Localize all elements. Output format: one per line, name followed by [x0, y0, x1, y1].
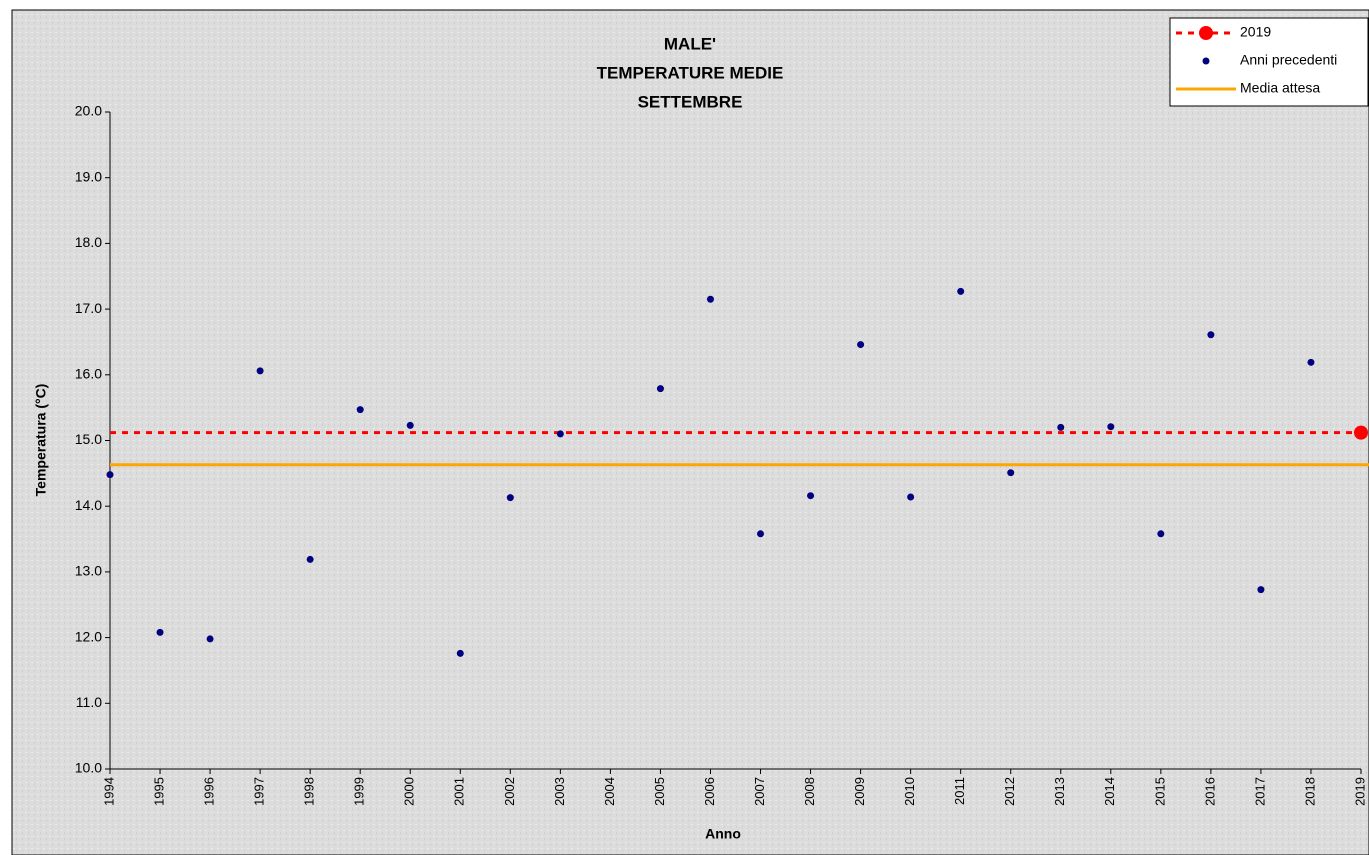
- x-tick-label: 1998: [302, 777, 317, 806]
- y-tick-label: 19.0: [75, 168, 102, 184]
- x-tick-label: 2013: [1052, 777, 1067, 806]
- point: [406, 421, 414, 429]
- x-tick-label: 2018: [1302, 777, 1317, 806]
- y-tick-label: 14.0: [75, 497, 102, 513]
- legend-label: 2019: [1240, 24, 1271, 40]
- y-tick-label: 18.0: [75, 234, 102, 250]
- point: [857, 341, 865, 349]
- y-tick-label: 17.0: [75, 300, 102, 316]
- point: [1007, 469, 1015, 477]
- legend-swatch: [1199, 26, 1213, 40]
- point: [656, 385, 664, 393]
- x-tick-label: 1995: [151, 777, 166, 806]
- legend-swatch: [1202, 57, 1210, 65]
- point: [1207, 331, 1215, 339]
- point: [456, 649, 464, 657]
- x-tick-label: 2007: [752, 777, 767, 806]
- y-tick-label: 20.0: [75, 103, 102, 119]
- point: [957, 287, 965, 295]
- y-tick-label: 10.0: [75, 760, 102, 776]
- y-tick-label: 16.0: [75, 366, 102, 382]
- chart-title: TEMPERATURE MEDIE: [597, 63, 784, 82]
- x-tick-label: 2003: [552, 777, 567, 806]
- legend-label: Anni precedenti: [1240, 52, 1337, 68]
- point: [156, 628, 164, 636]
- point: [757, 530, 765, 538]
- legend-label: Media attesa: [1240, 80, 1320, 96]
- x-tick-label: 1996: [202, 777, 217, 806]
- point: [1107, 423, 1115, 431]
- y-axis-label: Temperatura (°C): [33, 384, 49, 497]
- y-tick-label: 12.0: [75, 628, 102, 644]
- point: [1057, 423, 1065, 431]
- point: [556, 430, 564, 438]
- x-axis-label: Anno: [705, 826, 741, 842]
- x-tick-label: 2014: [1102, 777, 1117, 806]
- chart-title: MALE': [664, 34, 716, 53]
- x-tick-label: 2012: [1002, 777, 1017, 806]
- x-tick-label: 2016: [1202, 777, 1217, 806]
- point: [1157, 530, 1165, 538]
- x-tick-label: 2004: [602, 777, 617, 806]
- x-tick-label: 2017: [1252, 777, 1267, 806]
- x-tick-label: 2009: [852, 777, 867, 806]
- point: [706, 295, 714, 303]
- x-tick-label: 1999: [352, 777, 367, 806]
- point: [256, 367, 264, 375]
- x-tick-label: 2011: [952, 777, 967, 805]
- point: [106, 471, 114, 479]
- y-tick-label: 15.0: [75, 431, 102, 447]
- point: [356, 406, 364, 414]
- point: [1257, 586, 1265, 594]
- point: [807, 492, 815, 500]
- point: [306, 555, 314, 563]
- x-tick-label: 2015: [1152, 777, 1167, 806]
- point: [506, 494, 514, 502]
- x-tick-label: 2005: [652, 777, 667, 806]
- point: [1354, 425, 1368, 440]
- x-tick-label: 2010: [902, 777, 917, 806]
- x-tick-label: 2001: [452, 777, 467, 806]
- x-tick-label: 2006: [702, 777, 717, 806]
- point: [1307, 358, 1315, 366]
- point: [907, 493, 915, 501]
- y-tick-label: 13.0: [75, 563, 102, 579]
- x-tick-label: 2019: [1352, 777, 1367, 806]
- x-tick-label: 2002: [502, 777, 517, 806]
- x-tick-label: 2008: [802, 777, 817, 806]
- x-tick-label: 1997: [252, 777, 267, 806]
- x-tick-label: 2000: [402, 777, 417, 806]
- x-tick-label: 1994: [101, 777, 116, 806]
- chart-title: SETTEMBRE: [638, 92, 743, 111]
- point: [206, 635, 214, 643]
- y-tick-label: 11.0: [76, 694, 102, 710]
